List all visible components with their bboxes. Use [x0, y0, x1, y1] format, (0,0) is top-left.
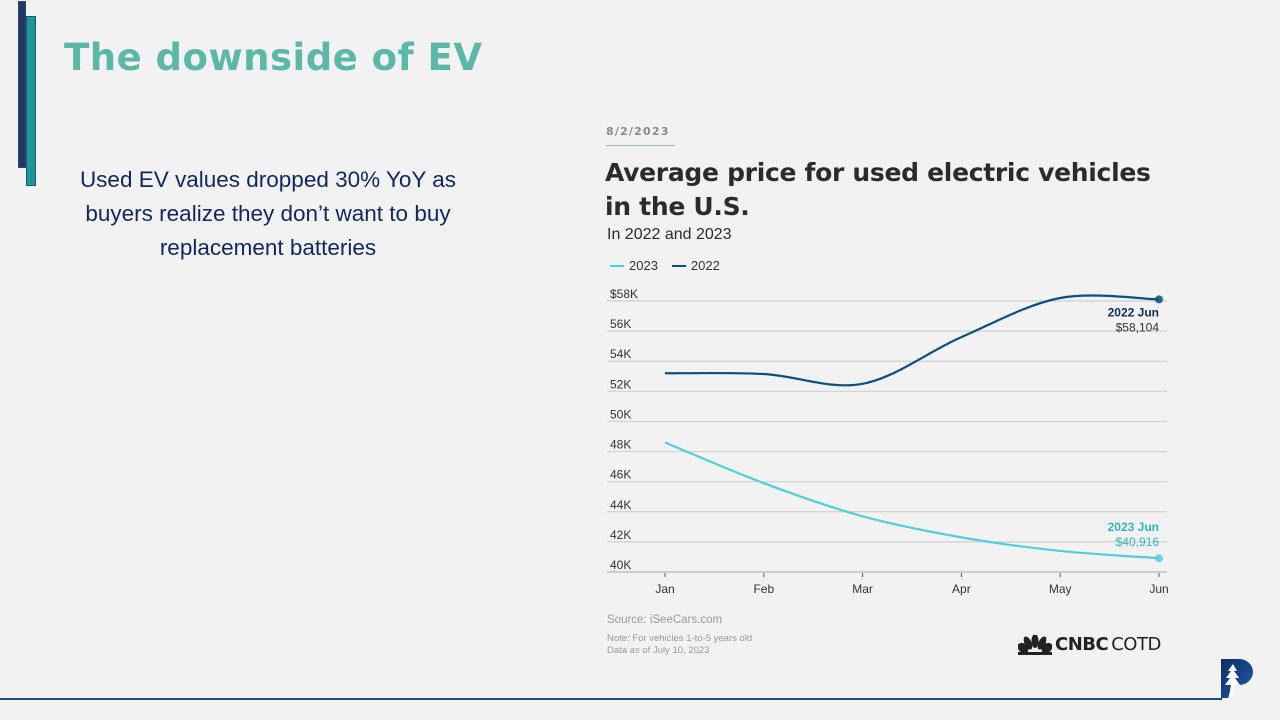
y-tick-label: 40K [610, 558, 631, 572]
chart-title: Average price for used electric vehicles… [605, 158, 1151, 221]
x-tick-label: Jan [655, 582, 674, 596]
chart-subtitle: In 2022 and 2023 [607, 226, 732, 243]
annotation-label-2022: 2022 Jun [1108, 305, 1159, 319]
y-tick-label: 44K [610, 498, 631, 512]
series-line-2022 [664, 294, 1160, 387]
annotation-value-2022: $58,104 [1116, 320, 1160, 334]
annotation-value-2023: $40,916 [1116, 535, 1160, 549]
company-logo-icon [1221, 659, 1253, 698]
note-line-2: Data as of July 10, 2023 [607, 645, 710, 656]
legend-item-2023: 2023 [610, 258, 658, 273]
legend-label-2023: 2023 [629, 258, 658, 273]
legend-item-2022: 2022 [671, 258, 720, 273]
x-tick-label: Mar [852, 582, 873, 596]
brand-cotd: COTD [1111, 634, 1161, 655]
bullet-text: Used EV values dropped 30% YoY as buyers… [79, 167, 457, 260]
y-tick-label: $58K [610, 287, 638, 301]
legend-swatch-2022 [671, 264, 686, 267]
y-tick-label: 48K [610, 438, 631, 452]
y-tick-label: 46K [610, 468, 631, 482]
bottom-divider [0, 698, 1222, 700]
y-tick-label: 54K [610, 347, 631, 361]
legend-label-2022: 2022 [690, 258, 720, 273]
chart-note: Note: For vehicles 1-to-5 years old Data… [607, 633, 752, 657]
cnbc-cotd-logo: CNBC COTD [1018, 634, 1161, 655]
note-line-1: Note: For vehicles 1-to-5 years old [607, 633, 753, 644]
chart-legend: 2023 2022 [610, 258, 720, 273]
x-tick-label: Jun [1149, 582, 1168, 596]
x-tick-label: Apr [952, 582, 971, 596]
y-tick-label: 42K [610, 528, 631, 542]
chart-source: Source: iSeeCars.com [607, 614, 723, 626]
end-point-2022 [1155, 295, 1163, 304]
peacock-icon [1018, 634, 1052, 655]
slide-title: The downside of EV [64, 36, 483, 79]
y-tick-label: 56K [610, 317, 631, 331]
annotation-label-2023: 2023 Jun [1108, 520, 1159, 534]
date-divider [606, 145, 675, 146]
accent-bar-teal [26, 16, 36, 186]
series-line-2023 [664, 441, 1160, 560]
brand-cnbc: CNBC [1055, 634, 1109, 655]
end-point-2023 [1155, 554, 1163, 563]
accent-bar-navy [18, 1, 26, 168]
x-tick-label: May [1049, 582, 1072, 596]
legend-swatch-2023 [610, 264, 624, 267]
y-tick-label: 52K [610, 377, 631, 391]
y-tick-label: 50K [610, 407, 631, 421]
x-tick-label: Feb [753, 582, 774, 596]
chart-date: 8/2/2023 [606, 125, 670, 138]
